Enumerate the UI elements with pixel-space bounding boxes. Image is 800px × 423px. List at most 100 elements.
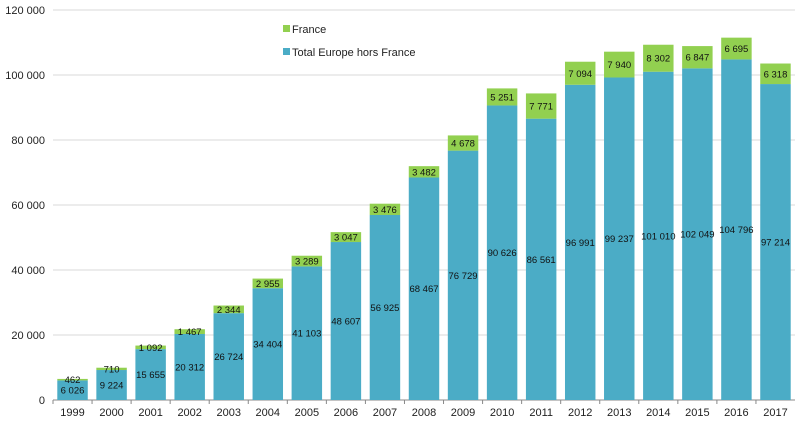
- bar-france: [525, 93, 557, 119]
- data-label-france: 3 289: [295, 257, 319, 268]
- y-tick-label: 120 000: [5, 5, 45, 17]
- bar-europe: [447, 150, 479, 400]
- y-tick-label: 100 000: [5, 70, 45, 82]
- data-label-europe: 34 404: [253, 340, 282, 351]
- data-label-europe: 68 467: [409, 284, 438, 295]
- x-tick-label: 2009: [451, 407, 475, 419]
- bar-france: [252, 278, 284, 289]
- data-label-france: 3 476: [373, 205, 397, 216]
- x-tick-label: 2004: [256, 407, 280, 419]
- x-tick-label: 2001: [138, 407, 162, 419]
- data-label-europe: 9 224: [100, 381, 124, 392]
- x-tick-label: 2016: [724, 407, 748, 419]
- bar-france: [604, 51, 635, 78]
- bar-europe: [174, 333, 205, 400]
- x-tick-label: 2003: [216, 407, 240, 419]
- data-label-europe: 20 312: [175, 362, 204, 373]
- data-label-europe: 101 010: [641, 231, 675, 242]
- bar-europe: [760, 84, 791, 400]
- bar-france: [447, 135, 479, 151]
- bar-europe: [369, 214, 401, 400]
- bar-france: [760, 63, 791, 85]
- bar-europe: [408, 177, 440, 400]
- x-tick-label: 2005: [295, 407, 319, 419]
- data-label-europe: 102 049: [680, 230, 714, 241]
- data-label-europe: 15 655: [136, 370, 165, 381]
- data-label-europe: 104 796: [719, 225, 753, 236]
- bar-france: [330, 232, 362, 243]
- bars: [57, 37, 791, 401]
- x-tick-label: 2014: [646, 407, 670, 419]
- y-tick-label: 0: [39, 395, 45, 407]
- bar-europe: [57, 380, 88, 400]
- x-tick-label: 2010: [490, 407, 514, 419]
- x-tick-label: 2015: [685, 407, 709, 419]
- bar-france: [721, 37, 752, 60]
- bar-europe: [96, 370, 127, 400]
- data-label-france: 2 955: [256, 279, 280, 290]
- bar-europe: [525, 118, 557, 400]
- data-label-europe: 41 103: [292, 329, 321, 340]
- x-tick-label: 2011: [529, 407, 553, 419]
- legend-swatch-france: [283, 25, 290, 32]
- bar-france: [174, 329, 205, 334]
- bar-france: [96, 367, 127, 371]
- legend-swatch-europe: [283, 48, 290, 55]
- data-label-europe: 6 026: [61, 386, 85, 397]
- data-label-france: 1 092: [139, 343, 163, 354]
- x-tick-label: 2008: [412, 407, 436, 419]
- legend-label-europe: Total Europe hors France: [292, 47, 416, 59]
- bar-europe: [564, 84, 596, 401]
- bar-france: [408, 166, 440, 178]
- data-label-france: 7 771: [529, 102, 553, 113]
- data-label-france: 1 467: [178, 327, 202, 338]
- x-tick-label: 2007: [373, 407, 397, 419]
- data-label-europe: 86 561: [527, 255, 556, 266]
- bar-europe: [643, 71, 674, 400]
- y-tick-label: 60 000: [11, 200, 45, 212]
- x-tick-label: 2006: [334, 407, 358, 419]
- bar-europe: [213, 313, 244, 400]
- data-label-europe: 96 991: [566, 238, 595, 249]
- bar-europe: [604, 77, 635, 401]
- legend: France Total Europe hors France: [283, 24, 416, 59]
- data-label-europe: 90 626: [488, 248, 517, 259]
- bar-france: [135, 345, 166, 350]
- bar-france: [291, 255, 323, 267]
- bar-france: [57, 378, 88, 381]
- data-label-france: 6 318: [764, 69, 788, 80]
- bar-europe: [486, 105, 518, 400]
- y-tick-label: 80 000: [11, 135, 45, 147]
- x-tick-label: 2000: [99, 407, 123, 419]
- data-label-europe: 26 724: [214, 352, 243, 363]
- bar-europe: [330, 242, 362, 400]
- bar-france: [564, 61, 596, 85]
- y-tick-label: 20 000: [11, 330, 45, 342]
- data-label-europe: 48 607: [331, 317, 360, 328]
- data-label-europe: 97 214: [761, 238, 790, 249]
- y-tick-label: 40 000: [11, 265, 45, 277]
- data-label-europe: 56 925: [370, 303, 399, 314]
- data-label-europe: 76 729: [449, 271, 478, 282]
- x-tick-label: 2013: [607, 407, 631, 419]
- x-tick-label: 1999: [60, 407, 84, 419]
- x-tick-label: 2012: [568, 407, 592, 419]
- bar-france: [643, 44, 674, 72]
- bar-europe: [252, 288, 284, 400]
- bar-europe: [721, 59, 752, 401]
- x-tick-label: 2017: [763, 407, 787, 419]
- data-label-france: 462: [65, 375, 81, 386]
- data-label-europe: 99 237: [605, 234, 634, 245]
- data-label-france: 5 251: [490, 92, 514, 103]
- bar-france: [213, 305, 244, 314]
- bar-france: [486, 88, 518, 106]
- data-label-france: 6 695: [725, 44, 749, 55]
- bar-france: [369, 203, 401, 215]
- data-label-france: 6 847: [685, 53, 709, 64]
- data-label-france: 3 047: [334, 233, 358, 244]
- data-label-france: 8 302: [646, 54, 670, 65]
- data-label-france: 3 482: [412, 167, 436, 178]
- data-label-france: 7 094: [568, 69, 592, 80]
